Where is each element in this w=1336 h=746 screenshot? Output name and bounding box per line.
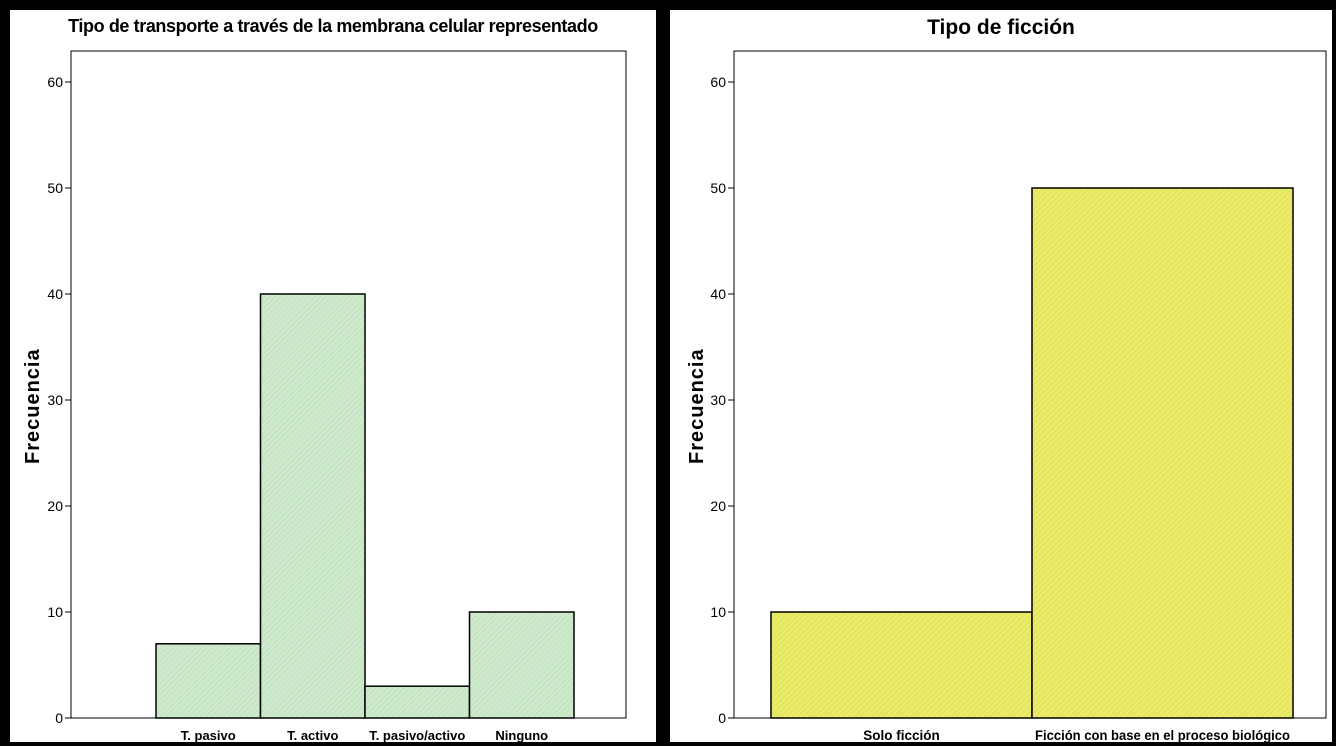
y-tick-label: 40 xyxy=(47,286,63,302)
bar-chart-transport-type: 0 10 20 30 40 50 60 T. pasivo T. activo T. pasivo… xyxy=(47,50,627,742)
x-category-label: T. activo xyxy=(287,728,338,742)
y-tick-label: 30 xyxy=(710,392,726,408)
chart-panel-fiction-type: Tipo de ficción Frecuencia 0 10 20 30 40 50 60… xyxy=(670,10,1332,742)
bar-chart-fiction-type: 0 10 20 30 40 50 60 Solo ficción Ficción con bas… xyxy=(710,50,1327,742)
y-tick-label: 20 xyxy=(47,498,63,514)
y-tick-label: 50 xyxy=(710,180,726,196)
y-tick-label: 20 xyxy=(710,498,726,514)
y-tick-label: 50 xyxy=(47,180,63,196)
y-tick-label: 60 xyxy=(47,74,63,90)
y-tick-label: 10 xyxy=(710,604,726,620)
y-tick-label: 30 xyxy=(47,392,63,408)
bar-t-activo xyxy=(259,293,366,719)
y-tick-label: 60 xyxy=(710,74,726,90)
chart-panel-transport-type: Tipo de transporte a través de la membra… xyxy=(10,10,656,742)
y-tick-label: 10 xyxy=(47,604,63,620)
chart-title: Tipo de ficción xyxy=(927,16,1075,39)
bar-ficción-con-base-en-el-proceso-biológico xyxy=(1031,187,1294,719)
x-category-label: T. pasivo xyxy=(181,728,236,742)
bar-t-pasivo xyxy=(155,643,262,719)
chart-title: Tipo de transporte a través de la membra… xyxy=(68,16,598,36)
x-category-label: Ninguno xyxy=(495,728,548,742)
bar-solo-ficción xyxy=(770,611,1033,719)
bar-ninguno xyxy=(468,611,575,719)
bar-t-pasivo-activo xyxy=(364,685,471,719)
y-tick-label: 0 xyxy=(718,710,726,726)
x-category-label: T. pasivo/activo xyxy=(369,728,465,742)
y-tick-label: 40 xyxy=(710,286,726,302)
x-category-label: Solo ficción xyxy=(863,728,940,742)
x-category-label: Ficción con base en el proceso biológico xyxy=(1035,728,1290,742)
y-tick-label: 0 xyxy=(55,710,63,726)
